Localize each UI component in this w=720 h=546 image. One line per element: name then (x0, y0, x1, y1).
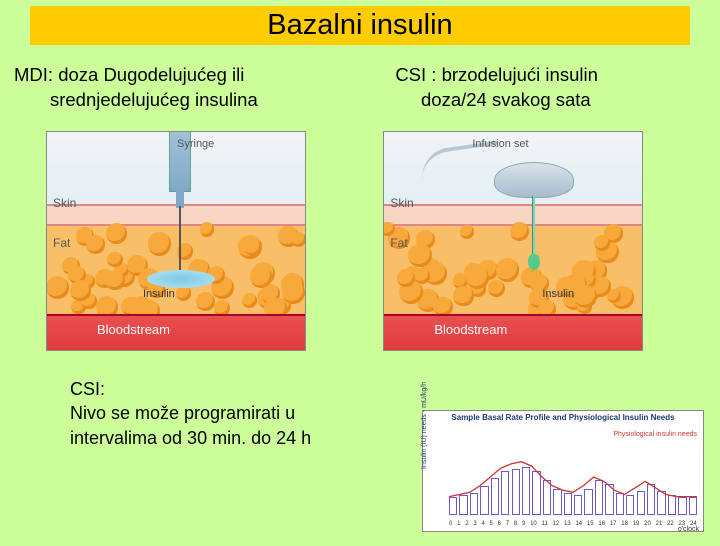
csi-heading: CSI : brzodelujući insulin doza/24 svako… (373, 63, 706, 113)
insulin-spread (147, 270, 215, 288)
csi-note: CSI: Nivo se može programirati u interva… (0, 351, 360, 450)
csi-illustration: Infusion set Skin Fat Insulin Bloodstrea… (383, 131, 643, 351)
note-line2: Nivo se može programirati u (70, 403, 295, 423)
insulin-label: Insulin (542, 288, 574, 300)
chart-title: Sample Basal Rate Profile and Physiologi… (423, 413, 703, 422)
skin-label: Skin (390, 196, 413, 210)
right-column: CSI : brzodelujući insulin doza/24 svako… (373, 63, 706, 351)
blood-label: Bloodstream (434, 322, 507, 337)
chart-ylabel: Insulin (IU) needs - mU/kg/h (421, 382, 428, 469)
needle (179, 206, 181, 274)
basal-chart: Sample Basal Rate Profile and Physiologi… (422, 410, 704, 532)
device-label: Syringe (177, 138, 214, 150)
device-label: Infusion set (472, 138, 528, 150)
blood-layer (384, 314, 642, 350)
mdi-illustration: Syringe Skin Fat Insulin Bloodstream (46, 131, 306, 351)
fat-label: Fat (390, 236, 407, 250)
chart-legend: Physiological insulin needs (613, 431, 697, 439)
left-column: MDI: doza Dugodelujućeg ili srednjedeluj… (14, 63, 363, 351)
csi-line2: doza/24 svakog sata (421, 89, 591, 110)
blood-label: Bloodstream (97, 322, 170, 337)
mdi-line2: srednjedelujućeg insulina (50, 89, 258, 110)
blood-layer (47, 314, 305, 350)
csi-line1: CSI : brzodelujući insulin (395, 64, 598, 85)
skin-label: Skin (53, 196, 76, 210)
cannula (532, 196, 535, 256)
chart-xaxis: 0123456789101112131415161718192021222324 (449, 521, 697, 527)
chart-xlabel: o'clock (678, 526, 699, 533)
mdi-heading: MDI: doza Dugodelujućeg ili srednjedeluj… (14, 63, 363, 113)
chart-line (449, 429, 697, 516)
insulin-label: Insulin (143, 288, 175, 300)
note-line1: CSI: (70, 379, 105, 399)
columns: MDI: doza Dugodelujućeg ili srednjedeluj… (0, 45, 720, 351)
mdi-line1: MDI: doza Dugodelujućeg ili (14, 64, 244, 85)
note-line3: intervalima od 30 min. do 24 h (70, 428, 311, 448)
infusion-set-icon (494, 162, 574, 198)
slide-title: Bazalni insulin (30, 6, 690, 45)
fat-label: Fat (53, 236, 70, 250)
legend-text: Physiological insulin needs (613, 431, 697, 438)
fat-cells (384, 226, 642, 316)
